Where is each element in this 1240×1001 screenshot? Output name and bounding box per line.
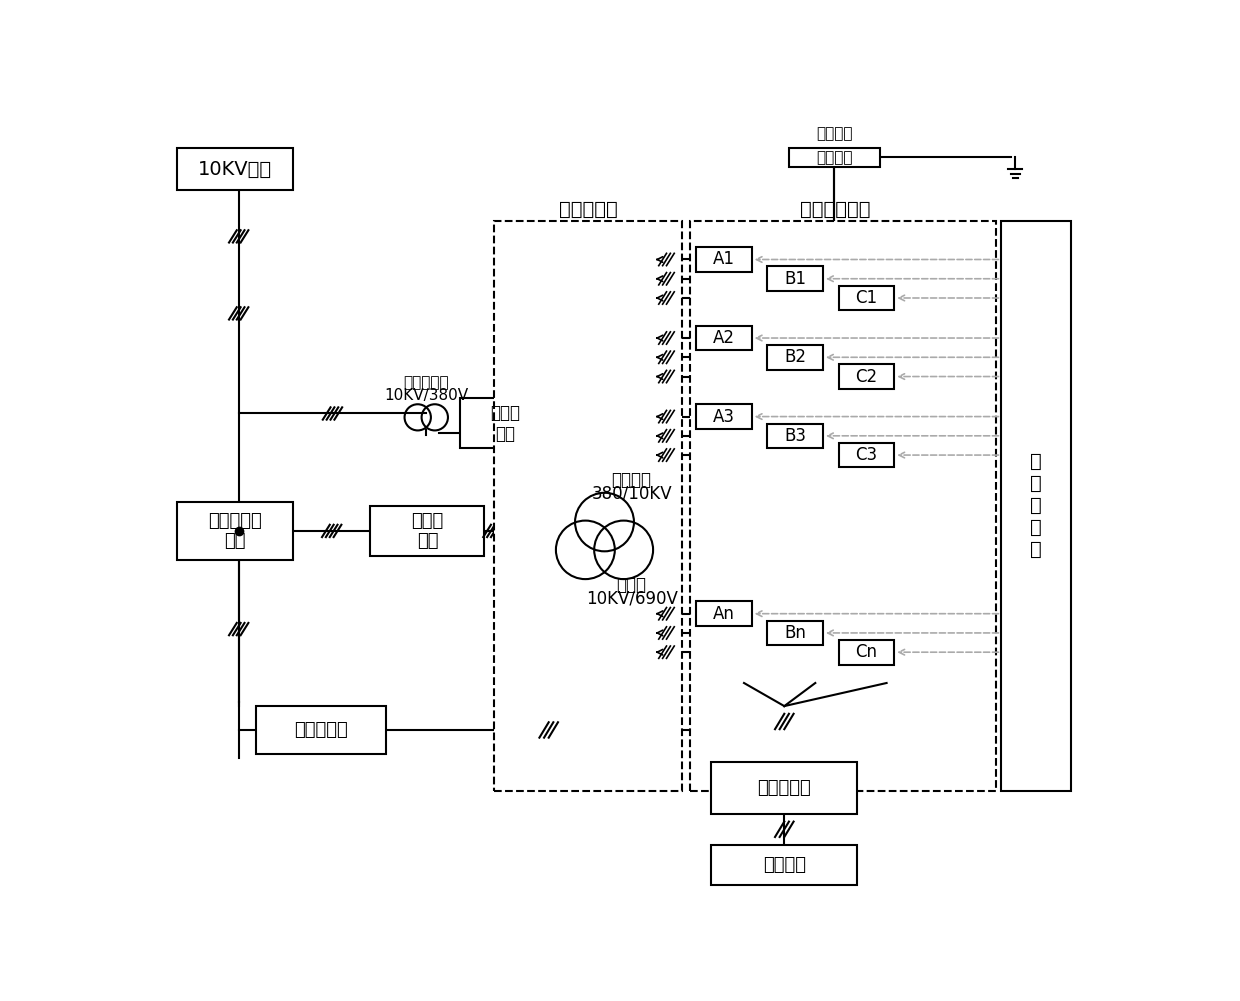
Text: A3: A3 — [713, 407, 735, 425]
Text: C1: C1 — [856, 289, 878, 307]
Text: 接地电阻: 接地电阻 — [816, 126, 853, 141]
Text: 功率单元模块: 功率单元模块 — [800, 200, 870, 219]
Text: 用户负载: 用户负载 — [763, 856, 806, 874]
Bar — [838, 364, 894, 388]
Text: A2: A2 — [713, 329, 735, 347]
Text: An: An — [713, 605, 735, 623]
Text: 主绕组: 主绕组 — [616, 576, 646, 594]
Bar — [838, 640, 894, 665]
Text: B3: B3 — [784, 426, 806, 444]
Bar — [696, 325, 751, 350]
Bar — [838, 442, 894, 467]
Bar — [712, 762, 857, 814]
Bar — [789, 148, 879, 167]
Text: 10KV/690V: 10KV/690V — [585, 590, 677, 608]
Bar — [255, 706, 386, 754]
Text: 输出开关柜: 输出开关柜 — [758, 779, 811, 797]
Text: 输入开
关柜: 输入开 关柜 — [412, 512, 444, 551]
Text: C2: C2 — [856, 367, 878, 385]
Bar — [696, 247, 751, 272]
Bar — [768, 621, 823, 646]
Bar — [1002, 221, 1071, 791]
Text: 10KV电源: 10KV电源 — [197, 159, 272, 178]
Text: 系
统
控
制
器: 系 统 控 制 器 — [1030, 452, 1042, 560]
Text: B2: B2 — [784, 348, 806, 366]
Text: 移相变压器: 移相变压器 — [559, 200, 618, 219]
Text: Cn: Cn — [856, 644, 878, 662]
Text: 过电压保护
装置: 过电压保护 装置 — [208, 512, 262, 551]
Bar — [712, 845, 857, 885]
Text: C3: C3 — [856, 446, 878, 464]
Text: 软充电
装置: 软充电 装置 — [490, 403, 520, 442]
Bar — [696, 602, 751, 626]
Text: 380/10KV: 380/10KV — [591, 484, 672, 503]
Bar — [371, 506, 485, 556]
Bar — [176, 503, 293, 560]
Text: 三次绕组: 三次绕组 — [611, 470, 652, 488]
Text: 降压变压器: 降压变压器 — [403, 375, 449, 390]
Bar — [696, 404, 751, 428]
Bar — [176, 148, 293, 190]
Text: A1: A1 — [713, 250, 735, 268]
Text: 10KV/380V: 10KV/380V — [384, 388, 469, 403]
Bar — [768, 266, 823, 291]
Text: B1: B1 — [784, 269, 806, 287]
Text: 接地电阻: 接地电阻 — [816, 150, 853, 165]
Text: Bn: Bn — [784, 624, 806, 642]
Bar — [689, 221, 996, 791]
Bar — [768, 423, 823, 448]
Bar — [460, 398, 551, 448]
Text: 旁通开关柜: 旁通开关柜 — [294, 721, 347, 739]
Bar — [495, 221, 682, 791]
Bar — [838, 285, 894, 310]
Bar — [768, 345, 823, 369]
